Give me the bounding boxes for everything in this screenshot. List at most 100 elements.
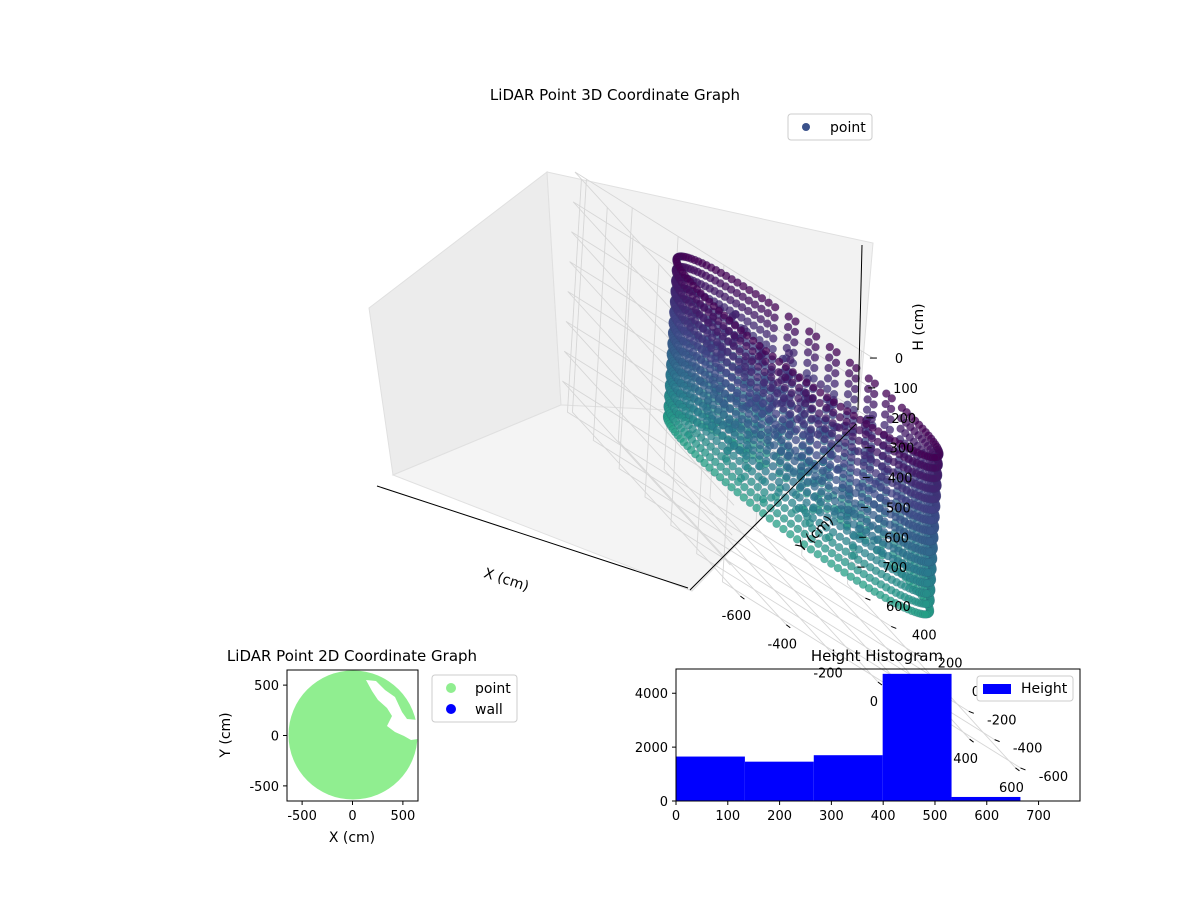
point-marker [925, 537, 934, 546]
point-marker [782, 462, 792, 471]
point-marker [825, 460, 835, 470]
point-marker [838, 480, 848, 489]
point-marker [733, 488, 742, 497]
point-marker [755, 451, 764, 460]
point-marker [772, 509, 782, 518]
point-marker [722, 368, 731, 377]
point-marker [789, 467, 799, 476]
point-marker [761, 357, 770, 366]
point-marker [716, 462, 725, 472]
ticks-3d: -600-400-2000200400600-600-400-200020040… [722, 352, 1069, 796]
point-marker [824, 492, 833, 501]
point-marker [734, 467, 744, 476]
point-marker [752, 503, 761, 513]
point-marker [717, 452, 726, 461]
point-marker [801, 388, 811, 398]
point-marker [760, 367, 769, 377]
point-marker [743, 317, 752, 326]
point-marker [725, 404, 735, 414]
point-marker [844, 379, 853, 388]
point-marker [831, 486, 840, 495]
point-marker [837, 501, 846, 510]
grid-line-y [644, 263, 944, 684]
point-marker [714, 394, 724, 404]
point-marker [722, 457, 732, 466]
histogram-frame [675, 668, 1081, 802]
point-marker [861, 538, 870, 548]
point-marker [803, 358, 812, 368]
point-marker [860, 451, 869, 460]
point-marker [858, 580, 868, 589]
point-marker [806, 425, 816, 434]
point-marker [729, 352, 738, 361]
z-tick-label: 200 [891, 412, 916, 427]
point-marker [764, 414, 774, 424]
point-marker [762, 329, 771, 339]
point-marker [709, 390, 719, 399]
point-marker [773, 498, 783, 508]
point-marker [926, 516, 936, 525]
point-marker [819, 445, 829, 454]
point-marker [816, 508, 825, 517]
point-marker [749, 321, 759, 330]
point-marker [801, 508, 811, 518]
point-marker [845, 474, 855, 483]
point-marker [739, 493, 749, 502]
point-marker [886, 404, 896, 414]
point-marker [745, 498, 755, 507]
point-marker [729, 451, 738, 461]
point-marker [743, 306, 753, 316]
point-marker [818, 466, 828, 475]
point-marker [822, 403, 831, 413]
point-marker [716, 363, 726, 373]
point-marker [887, 394, 897, 403]
point-marker [787, 378, 797, 387]
point-marker [745, 285, 754, 295]
point-marker [733, 378, 743, 387]
point-marker [862, 419, 871, 429]
x-tick-mark [831, 652, 837, 657]
point-marker [783, 451, 793, 461]
point-marker [761, 467, 770, 476]
point-marker [716, 374, 725, 383]
point-marker [844, 369, 854, 378]
point-marker [761, 346, 771, 356]
point-marker [793, 524, 803, 534]
point-marker [714, 405, 723, 414]
point-marker [770, 430, 780, 440]
point-marker [839, 459, 849, 468]
point-marker [752, 393, 761, 403]
point-marker [922, 589, 931, 598]
point-marker [881, 399, 890, 409]
point-marker [830, 507, 839, 516]
histogram-bar [676, 756, 745, 801]
point-marker [841, 438, 850, 447]
point-marker [854, 436, 864, 446]
y-tick-label: -400 [1013, 742, 1043, 757]
point-marker [802, 487, 812, 497]
point-marker [704, 385, 714, 395]
point-marker [707, 421, 717, 431]
point-marker [840, 568, 849, 577]
point-marker [725, 415, 734, 424]
point-marker [813, 549, 823, 559]
point-marker [812, 440, 822, 450]
point-marker [783, 333, 792, 342]
point-marker [839, 469, 848, 479]
point-marker [858, 482, 867, 491]
point-marker [765, 404, 774, 413]
grid-line-z [563, 350, 863, 538]
point-marker [747, 477, 756, 487]
point-marker [769, 323, 779, 333]
point-marker [838, 490, 847, 500]
point-marker [759, 378, 769, 387]
point-marker [744, 296, 754, 305]
point-marker [846, 463, 855, 473]
point-marker [885, 425, 895, 435]
point-marker [790, 327, 800, 337]
point-marker [852, 478, 861, 487]
point-marker [742, 451, 751, 460]
point-marker [809, 492, 819, 502]
point-marker [745, 388, 755, 398]
point-marker [791, 446, 800, 455]
